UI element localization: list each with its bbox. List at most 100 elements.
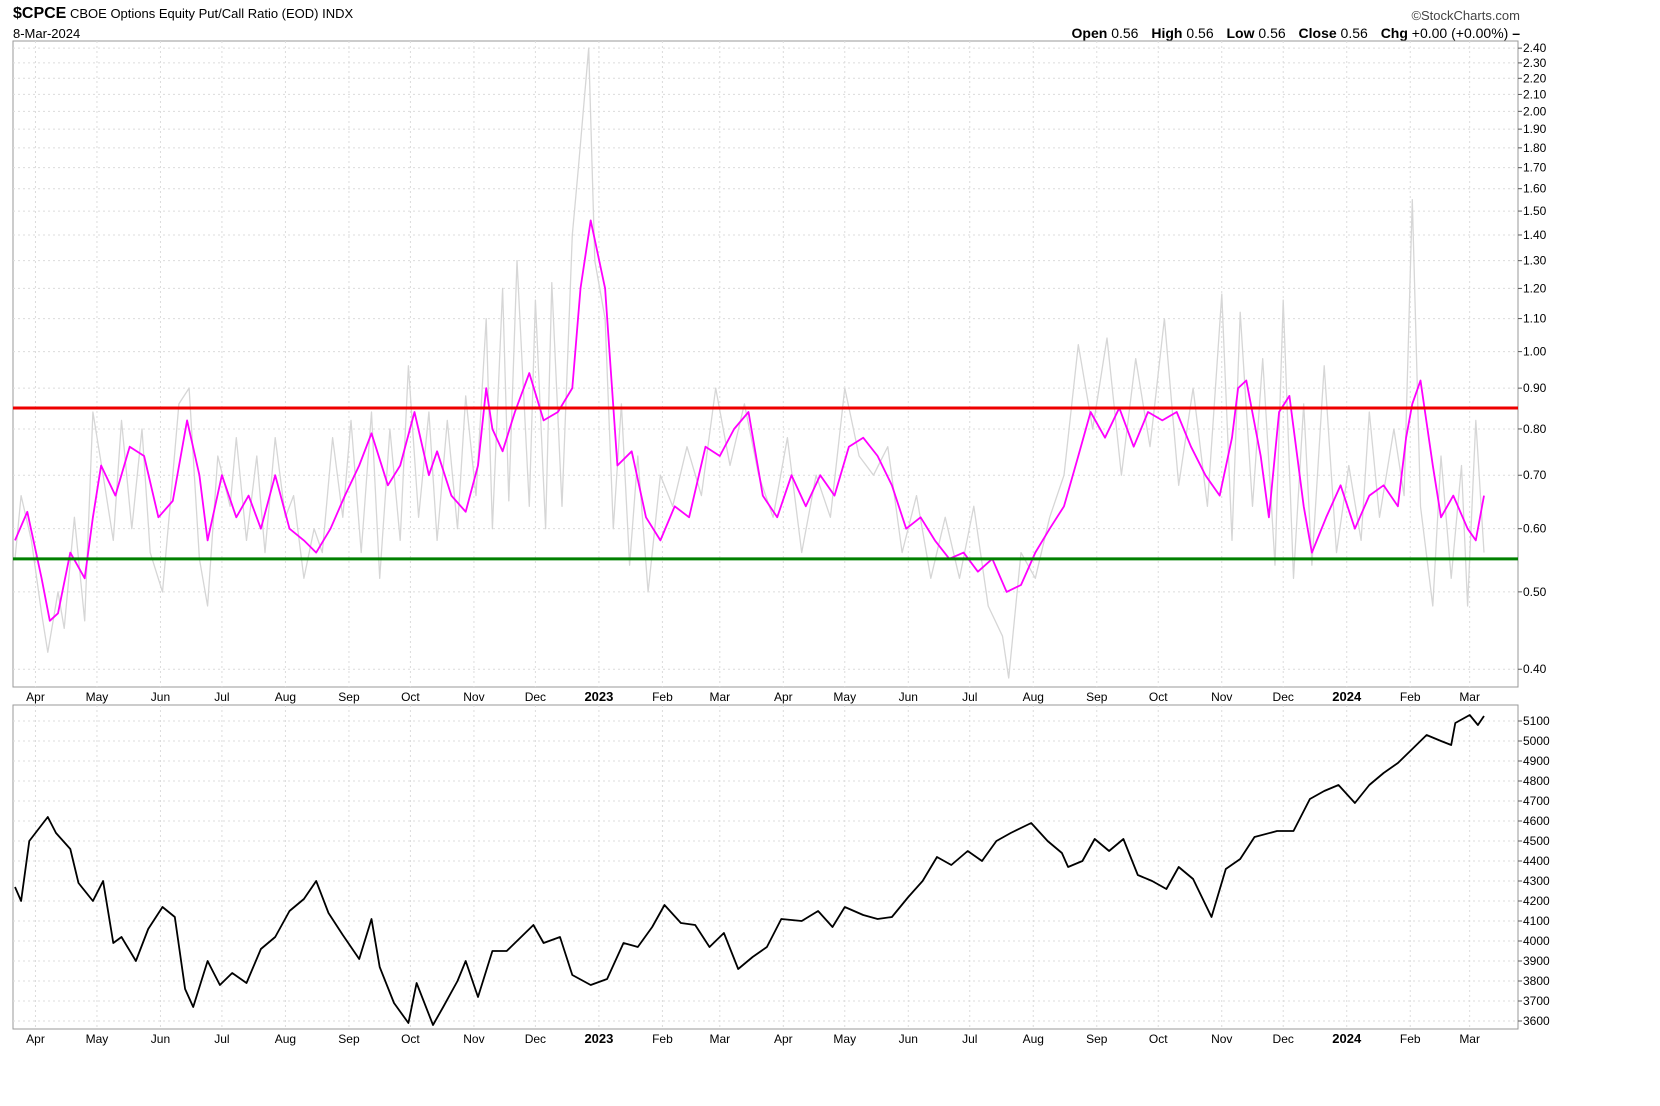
x-tick-label: Jul bbox=[214, 690, 229, 704]
ratio-panel: Apr May Jun Jul Aug Sep Oct Nov Dec 2023 Feb Mar Apr… bbox=[12, 40, 1547, 704]
x-tick-label: Apr bbox=[26, 690, 45, 704]
x-tick-label: Mar bbox=[709, 690, 730, 704]
y-tick-label: 1.10 bbox=[1523, 312, 1547, 326]
close-label: Close bbox=[1298, 25, 1337, 41]
x-tick-label: Dec bbox=[525, 690, 546, 704]
x-tick-label: Apr bbox=[774, 1032, 793, 1046]
x-tick-label: Jun bbox=[151, 690, 170, 704]
x-tick-label: Sep bbox=[1086, 1032, 1108, 1046]
y-tick-label: 5000 bbox=[1523, 734, 1550, 748]
y-tick-label: 1.00 bbox=[1523, 345, 1547, 359]
x-tick-label: Jul bbox=[962, 1032, 977, 1046]
x-tick-label: Apr bbox=[26, 1032, 45, 1046]
ma-series-line bbox=[14, 219, 1485, 622]
high-label: High bbox=[1151, 25, 1183, 41]
y-tick-label: 2.10 bbox=[1523, 87, 1547, 101]
y-tick-label: 2.00 bbox=[1523, 104, 1547, 118]
y-tick-label: 4900 bbox=[1523, 754, 1550, 768]
exchange: INDX bbox=[322, 6, 354, 21]
x-tick-label: Oct bbox=[1149, 690, 1168, 704]
brand-label: ©StockCharts.com bbox=[1411, 8, 1520, 23]
y-tick-label: 4200 bbox=[1523, 894, 1550, 908]
x-tick-label: 2024 bbox=[1332, 689, 1362, 704]
chg-label: Chg bbox=[1380, 25, 1408, 41]
y-tick-label: 3700 bbox=[1523, 994, 1550, 1008]
x-tick-label: Aug bbox=[275, 1032, 296, 1046]
y-tick-label: 2.20 bbox=[1523, 71, 1547, 85]
close-value: 0.56 bbox=[1340, 25, 1368, 41]
price-panel: Apr May Jun Jul Aug Sep Oct Nov Dec 2023 Feb Mar Apr… bbox=[12, 704, 1550, 1046]
y-tick-label: 3800 bbox=[1523, 974, 1550, 988]
y-tick-label: 1.20 bbox=[1523, 281, 1547, 295]
x-tick-label: Nov bbox=[463, 690, 484, 704]
x-tick-label: Jun bbox=[899, 1032, 918, 1046]
x-tick-label: Feb bbox=[652, 1032, 673, 1046]
y-tick-label: 4100 bbox=[1523, 914, 1550, 928]
high-value: 0.56 bbox=[1186, 25, 1214, 41]
open-label: Open bbox=[1071, 25, 1108, 41]
y-tick-label: 0.70 bbox=[1523, 468, 1547, 482]
y-tick-label: 1.80 bbox=[1523, 141, 1547, 155]
x-tick-label: Sep bbox=[338, 690, 360, 704]
x-tick-label: May bbox=[86, 1032, 109, 1046]
x-tick-label: Mar bbox=[709, 1032, 730, 1046]
y-tick-label: 1.70 bbox=[1523, 161, 1547, 175]
x-tick-label: May bbox=[833, 1032, 856, 1046]
x-tick-label: Nov bbox=[463, 1032, 484, 1046]
y-tick-label: 0.50 bbox=[1523, 585, 1547, 599]
y-tick-label: 0.40 bbox=[1523, 662, 1547, 676]
x-tick-label: Dec bbox=[525, 1032, 546, 1046]
x-tick-label: Feb bbox=[1400, 690, 1421, 704]
x-tick-label: Jul bbox=[962, 690, 977, 704]
x-tick-label: Oct bbox=[401, 1032, 420, 1046]
price-series-line bbox=[14, 714, 1485, 1026]
x-tick-label: Sep bbox=[1086, 690, 1108, 704]
x-tick-label: 2023 bbox=[584, 1031, 613, 1046]
y-tick-label: 4300 bbox=[1523, 874, 1550, 888]
plot-frame bbox=[12, 40, 1519, 688]
x-tick-label: Jun bbox=[899, 690, 918, 704]
x-tick-label: May bbox=[833, 690, 856, 704]
y-tick-label: 4800 bbox=[1523, 774, 1550, 788]
x-tick-label: Oct bbox=[401, 690, 420, 704]
instrument-name: CBOE Options Equity Put/Call Ratio (EOD) bbox=[69, 6, 319, 21]
x-tick-label: Apr bbox=[774, 690, 793, 704]
chart-date: 8-Mar-2024 bbox=[13, 26, 81, 41]
x-tick-label: Nov bbox=[1211, 1032, 1232, 1046]
x-tick-label: Aug bbox=[1023, 1032, 1044, 1046]
x-tick-label: Dec bbox=[1273, 1032, 1294, 1046]
x-tick-label: Feb bbox=[1400, 1032, 1421, 1046]
x-tick-label: Dec bbox=[1273, 690, 1294, 704]
y-tick-label: 1.40 bbox=[1523, 228, 1547, 242]
low-value: 0.56 bbox=[1258, 25, 1286, 41]
x-tick-label: Jul bbox=[214, 1032, 229, 1046]
x-tick-label: 2024 bbox=[1332, 1031, 1362, 1046]
y-tick-label: 4000 bbox=[1523, 934, 1550, 948]
y-tick-label: 0.90 bbox=[1523, 381, 1547, 395]
x-tick-label: Mar bbox=[1459, 690, 1480, 704]
y-tick-label: 3600 bbox=[1523, 1014, 1550, 1028]
x-tick-label: 2023 bbox=[584, 689, 613, 704]
x-tick-label: Sep bbox=[338, 1032, 360, 1046]
ohlc-readout: Open 0.56 High 0.56 Low 0.56 Close 0.56 … bbox=[1071, 25, 1520, 41]
x-tick-label: Aug bbox=[1023, 690, 1044, 704]
y-tick-label: 1.60 bbox=[1523, 182, 1547, 196]
y-tick-label: 4500 bbox=[1523, 834, 1550, 848]
y-tick-label: 1.90 bbox=[1523, 122, 1547, 136]
y-tick-label: 1.30 bbox=[1523, 254, 1547, 268]
x-tick-label: Feb bbox=[652, 690, 673, 704]
y-tick-label: 3900 bbox=[1523, 954, 1550, 968]
y-tick-label: 4400 bbox=[1523, 854, 1550, 868]
x-tick-label: Jun bbox=[151, 1032, 170, 1046]
plot-frame bbox=[12, 704, 1519, 1030]
chart-title: $CPCE CBOE Options Equity Put/Call Ratio… bbox=[13, 5, 353, 23]
y-tick-label: 1.50 bbox=[1523, 204, 1547, 218]
y-tick-label: 0.80 bbox=[1523, 422, 1547, 436]
y-tick-label: 5100 bbox=[1523, 714, 1550, 728]
y-tick-label: 2.30 bbox=[1523, 56, 1547, 70]
x-tick-label: Oct bbox=[1149, 1032, 1168, 1046]
chg-value: +0.00 (+0.00%) bbox=[1411, 25, 1509, 41]
y-tick-label: 2.40 bbox=[1523, 41, 1547, 55]
y-tick-label: 0.60 bbox=[1523, 522, 1547, 536]
